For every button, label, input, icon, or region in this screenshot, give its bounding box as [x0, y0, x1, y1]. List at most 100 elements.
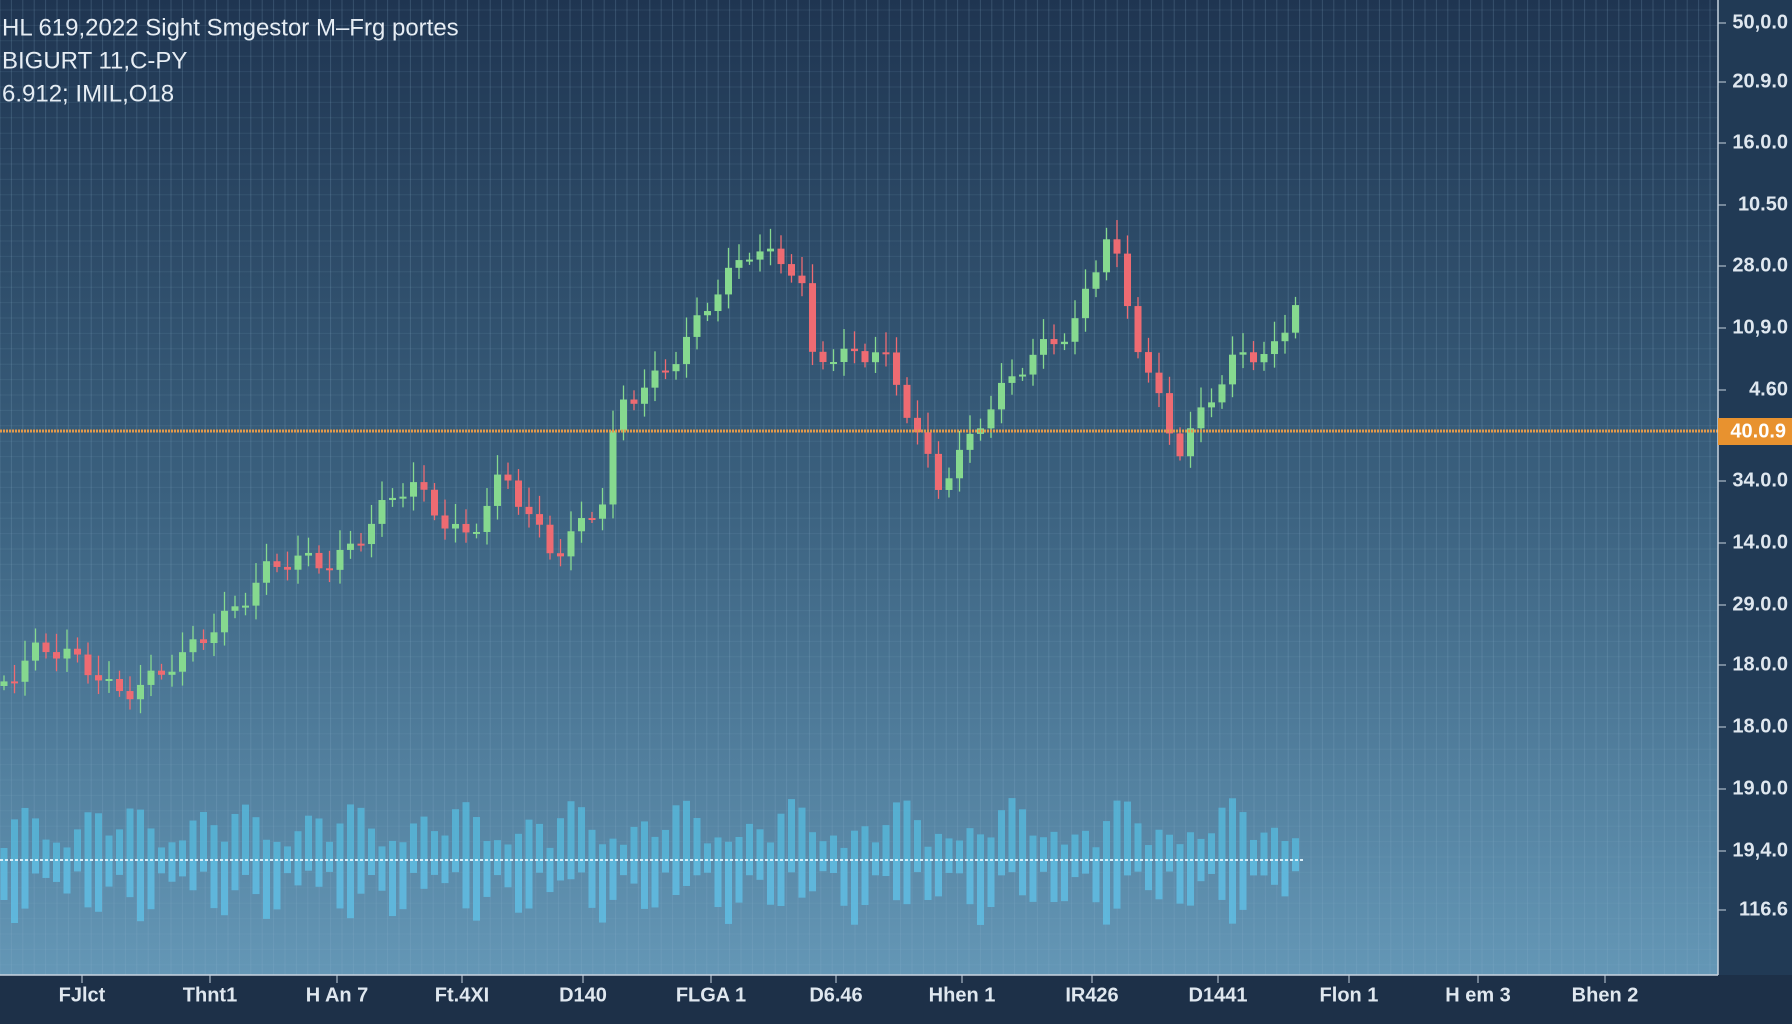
candle-body [641, 387, 648, 404]
volume-bar-down [620, 860, 627, 876]
volume-bar-up [95, 813, 102, 860]
candle-body [1218, 384, 1226, 403]
volume-bar-up [368, 828, 375, 860]
volume-bar-up [1103, 821, 1110, 860]
candle-body [599, 504, 606, 519]
candle-body [231, 606, 239, 611]
volume-bar-down [431, 860, 438, 875]
volume-bar-up [935, 833, 942, 860]
volume-bar-up [284, 846, 291, 860]
candle-body [1061, 341, 1068, 345]
volume-bar-up [515, 833, 522, 860]
candle-body [924, 432, 932, 454]
volume-bar-up [116, 829, 123, 860]
volume-bar-up [420, 816, 428, 860]
current-price-label: 40.0.9 [1730, 420, 1786, 442]
volume-bar-up [840, 847, 848, 860]
time-label: D1441 [1189, 984, 1248, 1006]
candle-body [872, 352, 879, 363]
volume-bar-up [851, 830, 858, 860]
volume-bar-down [515, 860, 522, 913]
candle-body [777, 248, 785, 265]
price-axis-panel [1718, 0, 1792, 975]
volume-bar-down [368, 860, 375, 876]
volume-bar-down [1103, 860, 1110, 925]
volume-bar-up [137, 809, 144, 860]
volume-bar-up [252, 817, 260, 860]
candle-body [126, 691, 134, 700]
volume-bar-up [231, 813, 239, 860]
volume-bar-down [399, 860, 407, 910]
candle-body [252, 582, 260, 606]
volume-bar-down [1155, 860, 1163, 900]
candle-body [399, 496, 407, 499]
volume-bar-down [599, 860, 606, 923]
volume-bar-down [242, 860, 249, 875]
volume-bar-up [42, 839, 50, 860]
volume-bar-down [1208, 860, 1215, 874]
time-axis-panel [0, 975, 1792, 1024]
volume-bar-up [630, 826, 638, 860]
volume-bar-down [609, 860, 617, 900]
volume-bar-up [1208, 833, 1215, 860]
volume-bar-down [1124, 860, 1131, 876]
candle-body [63, 648, 71, 659]
candle-body [672, 364, 680, 372]
candle-body [168, 671, 176, 675]
volume-bar-down [95, 860, 102, 912]
candle-body [893, 352, 900, 385]
volume-bar-up [210, 825, 218, 860]
volume-bar-up [1040, 837, 1047, 860]
volume-bar-up [882, 825, 890, 860]
candle-body [116, 679, 123, 692]
volume-bar-down [1250, 860, 1257, 876]
candle-body [1239, 352, 1247, 355]
candle-body [1029, 354, 1037, 375]
candle-body [0, 681, 8, 686]
candle-body [851, 348, 858, 352]
time-axis: FJlct Thnt1 H An 7 Ft.4XI D140 FLGA 1 D6.46 Hhe… [59, 975, 1639, 1006]
candle-body [263, 561, 270, 583]
volume-bar-up [714, 837, 722, 860]
header: HL 619,2022 Sight Smgestor M–Frg portes B… [2, 14, 459, 107]
volume-bar-down [263, 860, 270, 919]
volume-bar-down [1040, 860, 1047, 872]
volume-bar-down [1082, 860, 1089, 874]
price-label: 19.0.0 [1732, 777, 1788, 799]
volume-bar-down [326, 860, 333, 872]
volume-bar-down [1071, 860, 1079, 878]
volume-bar-up [641, 821, 648, 860]
volume-bar-down [557, 860, 564, 881]
volume-bar-down [872, 860, 879, 876]
volume-bar-up [557, 818, 564, 860]
volume-bar-up [683, 800, 690, 860]
volume-bar-up [1292, 838, 1299, 860]
price-label: 28.0.0 [1732, 254, 1788, 276]
volume-bar-up [305, 815, 312, 860]
volume-bar-up [1271, 827, 1278, 860]
candle-body [315, 552, 323, 569]
price-axis: 50,0.0 20.9.0 16.0.0 10.50 28.0.0 10,9.0 4.60 3… [1718, 11, 1788, 920]
volume-bar-down [1050, 860, 1058, 903]
volume-bar-down [84, 860, 92, 908]
volume-bar-down [662, 860, 669, 873]
volume-bar-up [399, 842, 407, 860]
volume-bar-down [53, 860, 60, 882]
candle-body [746, 259, 753, 262]
volume-bar-up [179, 840, 186, 860]
volume-bar-down [945, 860, 953, 873]
candle-body [32, 642, 39, 661]
header-line: BIGURT 11,C-PY [2, 47, 187, 74]
volume-bar-up [788, 799, 795, 860]
volume-bar-up [1134, 823, 1142, 860]
time-label: Bhen 2 [1572, 984, 1639, 1006]
candle-body [221, 610, 228, 633]
volume-bar-up [1187, 832, 1194, 860]
candle-body [1292, 305, 1299, 333]
candle-body [1071, 318, 1079, 342]
volume-bar-up [1260, 832, 1268, 860]
candle-body [557, 553, 564, 557]
volume-bar-up [473, 817, 480, 860]
candle-body [620, 399, 627, 431]
candle-body [546, 524, 554, 554]
